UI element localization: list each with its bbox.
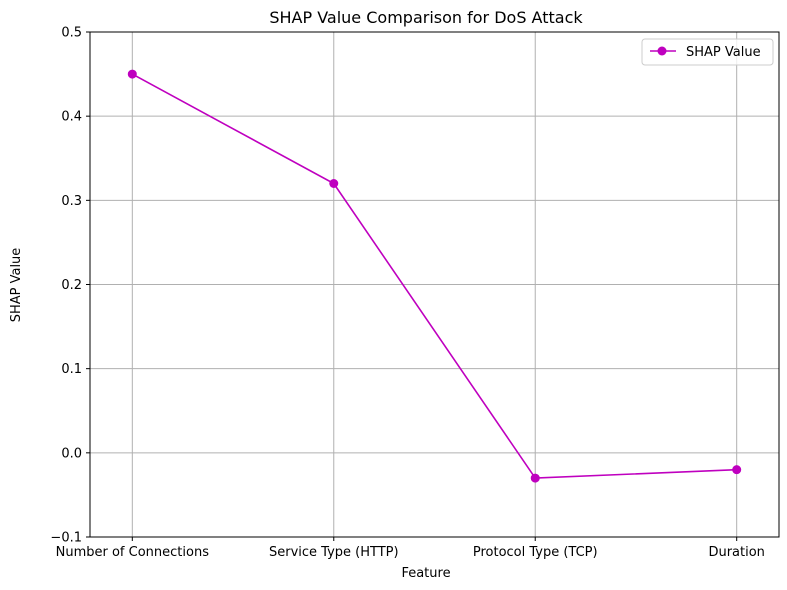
data-point [329,179,339,188]
y-tick-label: 0.2 [61,278,82,293]
data-point [127,69,137,79]
x-axis-label: Feature [401,566,450,581]
plot-frame [89,31,780,538]
data-point [530,473,540,483]
axes-layer: −0.1 0.0 0.1 0.2 0.3 0.4 0.5 Number of Connecti… [50,26,780,560]
y-tick-label: 0.1 [61,362,82,377]
legend-box [641,38,774,66]
legend-marker-swatch [657,46,667,56]
y-axis-label: SHAP Value [9,248,24,323]
x-tick-label: Protocol Type (TCP) [473,545,598,560]
data-point [732,465,742,475]
x-tick-label: Number of Connections [56,545,210,560]
chart-title: SHAP Value Comparison for DoS Attack [269,8,583,27]
x-tick-label: Service Type (HTTP) [269,545,399,560]
y-tick-label: 0.3 [61,194,82,209]
y-tick-label: −0.1 [50,531,82,546]
y-tick-label: 0.4 [61,110,82,125]
y-tick-label: 0.5 [61,26,82,41]
legend-label: SHAP Value [686,45,761,60]
series-line [131,73,737,479]
series-layer [127,69,742,483]
legend: SHAP Value [641,38,774,66]
y-tick-label: 0.0 [61,446,82,461]
x-tick-label: Duration [708,545,764,560]
